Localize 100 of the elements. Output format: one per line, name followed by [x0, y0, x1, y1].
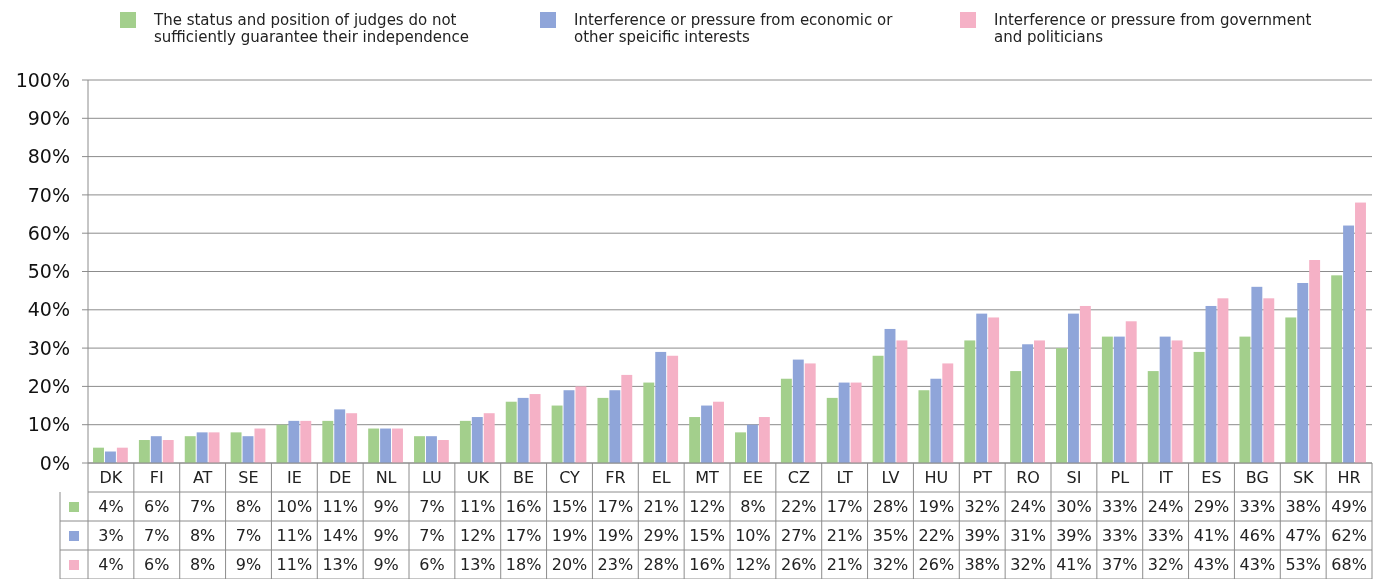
data-label: 21%: [826, 555, 863, 575]
data-label: 29%: [643, 526, 679, 546]
bar: [872, 355, 884, 463]
data-label: 37%: [1102, 555, 1138, 575]
data-label: 32%: [1010, 555, 1046, 575]
y-tick-label: 30%: [27, 336, 70, 359]
data-label: 24%: [1010, 497, 1046, 517]
data-label: 6%: [419, 555, 445, 575]
data-label: 35%: [872, 526, 909, 546]
x-tick-label: ES: [1201, 468, 1222, 488]
data-label: 17%: [826, 497, 863, 517]
bar: [346, 413, 358, 463]
data-label: 33%: [1102, 497, 1138, 517]
data-label: 22%: [781, 497, 817, 517]
data-label: 8%: [189, 555, 216, 575]
bar: [655, 351, 667, 463]
bar: [505, 401, 517, 463]
data-label: 38%: [1285, 497, 1321, 517]
bar: [563, 390, 575, 463]
x-tick-label: HU: [924, 468, 949, 488]
x-tick-label: EE: [742, 468, 764, 488]
bar: [930, 378, 942, 463]
x-tick-label: BE: [513, 468, 535, 488]
data-label: 14%: [322, 526, 358, 546]
bar: [368, 428, 380, 463]
data-label: 41%: [1056, 555, 1092, 575]
bar: [483, 413, 495, 463]
bar: [437, 440, 449, 463]
bar: [942, 363, 954, 463]
y-tick-label: 20%: [27, 375, 70, 398]
bar: [288, 420, 300, 463]
data-label: 9%: [235, 555, 262, 575]
bar: [1251, 286, 1263, 463]
bar: [746, 424, 758, 463]
data-label: 38%: [964, 555, 1000, 575]
data-label: 16%: [689, 555, 725, 575]
bar: [988, 317, 1000, 463]
data-label: 24%: [1147, 497, 1184, 517]
bar: [517, 397, 529, 463]
legend-label: Interference or pressure from economic or other speicific interests: [574, 11, 894, 46]
bar: [838, 382, 850, 463]
bar: [964, 340, 976, 463]
x-tick-label: MT: [695, 468, 720, 488]
data-label: 7%: [419, 526, 445, 546]
data-label: 43%: [1239, 555, 1276, 575]
bar: [1101, 336, 1113, 463]
x-tick-label: SI: [1066, 468, 1082, 488]
data-label: 8%: [740, 497, 766, 517]
data-label: 7%: [235, 526, 262, 546]
bar: [1331, 275, 1343, 463]
bar: [1034, 340, 1045, 463]
data-label: 30%: [1056, 497, 1092, 517]
bar: [689, 417, 701, 463]
x-tick-label: SK: [1292, 468, 1315, 488]
bar: [1263, 298, 1275, 463]
bar: [896, 340, 908, 463]
bar: [1217, 298, 1229, 463]
data-label: 10%: [276, 497, 313, 517]
bar: [208, 432, 220, 463]
bar: [471, 417, 483, 463]
bar: [1010, 371, 1022, 463]
data-label: 62%: [1331, 526, 1367, 546]
y-tick-label: 0%: [39, 451, 70, 474]
x-tick-label: LU: [422, 468, 442, 488]
bar: [1067, 313, 1079, 463]
y-tick-label: 40%: [27, 298, 70, 321]
x-tick-label: IE: [286, 468, 302, 488]
bar: [667, 355, 679, 463]
data-label: 28%: [872, 497, 909, 517]
bar: [1159, 336, 1171, 463]
data-label: 32%: [872, 555, 909, 575]
bar: [792, 359, 804, 463]
x-tick-label: LT: [836, 468, 854, 488]
bar: [1309, 260, 1321, 463]
bar: [425, 436, 437, 463]
bar: [529, 394, 541, 463]
data-label: 12%: [689, 497, 725, 517]
y-tick-label: 80%: [27, 145, 70, 168]
bar: [1125, 321, 1137, 463]
x-tick-label: NL: [375, 468, 397, 488]
data-label: 8%: [235, 497, 262, 517]
data-label: 21%: [826, 526, 863, 546]
legend-label: Interference or pressure from government and politicians: [994, 11, 1312, 46]
data-label: 19%: [597, 526, 634, 546]
data-label: 47%: [1285, 526, 1321, 546]
x-tick-label: EL: [651, 468, 671, 488]
data-label: 10%: [735, 526, 771, 546]
bar: [322, 420, 334, 463]
data-label: 7%: [419, 497, 445, 517]
data-label: 15%: [689, 526, 725, 546]
x-tick-label: PT: [972, 468, 993, 488]
data-label: 27%: [781, 526, 817, 546]
data-label: 17%: [597, 497, 634, 517]
y-tick-label: 10%: [27, 413, 70, 436]
data-label: 33%: [1102, 526, 1138, 546]
data-label: 6%: [144, 497, 170, 517]
x-tick-label: FR: [605, 468, 626, 488]
bar: [575, 386, 587, 463]
data-label: 31%: [1010, 526, 1046, 546]
data-label: 4%: [98, 555, 124, 575]
